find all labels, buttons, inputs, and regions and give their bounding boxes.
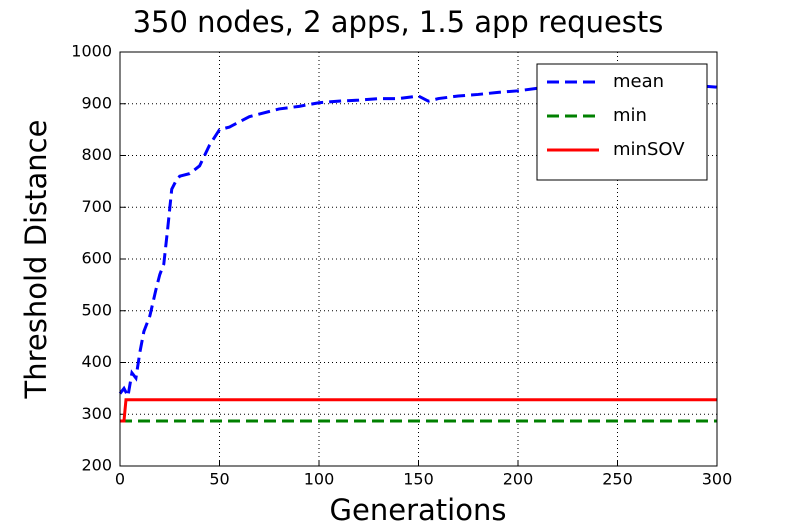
x-tick-label: 100 <box>304 470 335 489</box>
y-tick-label: 700 <box>81 197 112 216</box>
series-line <box>120 398 717 423</box>
x-tick-label: 150 <box>403 470 434 489</box>
legend-label: mean <box>613 71 664 92</box>
x-tick-label: 200 <box>503 470 534 489</box>
y-tick-label: 600 <box>81 249 112 268</box>
legend-label: min <box>613 105 647 126</box>
chart-title: 350 nodes, 2 apps, 1.5 app requests <box>133 5 664 39</box>
x-tick-label: 250 <box>602 470 633 489</box>
y-tick-label: 900 <box>81 93 112 112</box>
legend-label: minSOV <box>613 139 685 160</box>
y-tick-label: 1000 <box>71 42 112 61</box>
x-tick-label: 300 <box>702 470 733 489</box>
y-tick-label: 400 <box>81 352 112 371</box>
x-axis-label: Generations <box>330 493 507 527</box>
y-tick-label: 800 <box>81 145 112 164</box>
y-tick-label: 300 <box>81 404 112 423</box>
y-tick-label: 500 <box>81 300 112 319</box>
x-tick-label: 0 <box>115 470 125 489</box>
y-axis-label: Threshold Distance <box>19 120 53 400</box>
plot-frame <box>119 51 718 467</box>
y-tick-label: 200 <box>81 456 112 475</box>
x-tick-label: 50 <box>209 470 229 489</box>
